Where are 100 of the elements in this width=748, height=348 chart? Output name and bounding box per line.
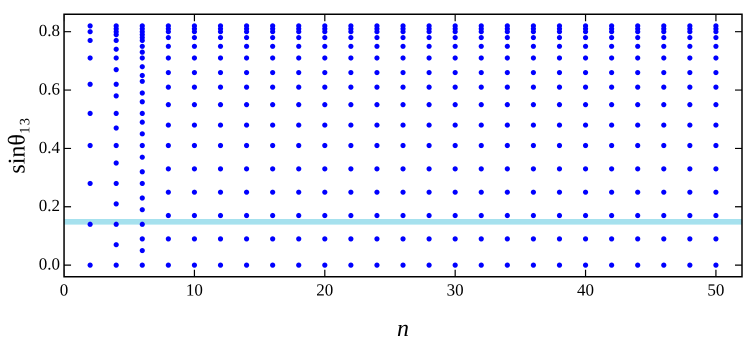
point	[322, 55, 328, 61]
point	[661, 166, 666, 172]
point	[452, 236, 458, 242]
x-tick-label: 20	[316, 280, 334, 300]
point	[582, 190, 588, 195]
point	[426, 84, 432, 90]
point	[426, 212, 432, 218]
point	[140, 207, 145, 212]
point	[687, 84, 692, 90]
point	[635, 236, 640, 242]
point	[661, 142, 666, 148]
point	[348, 44, 354, 49]
point	[348, 34, 354, 40]
point	[322, 102, 328, 108]
point	[530, 84, 536, 90]
point	[582, 262, 588, 268]
point	[114, 93, 119, 98]
point	[322, 212, 328, 218]
point	[713, 102, 719, 108]
point	[530, 55, 536, 61]
point	[218, 34, 224, 40]
point	[218, 190, 224, 195]
point	[192, 70, 198, 76]
point	[114, 110, 119, 116]
point	[114, 82, 119, 87]
point	[114, 222, 119, 227]
point	[713, 190, 719, 195]
point	[452, 190, 458, 195]
point	[140, 110, 145, 116]
point	[348, 262, 354, 268]
point	[713, 70, 719, 76]
point	[114, 180, 119, 186]
point	[114, 201, 119, 206]
point	[661, 122, 666, 128]
point	[192, 212, 198, 218]
point	[166, 142, 171, 148]
point	[400, 212, 406, 218]
point	[374, 236, 380, 242]
point	[140, 262, 145, 268]
point	[114, 262, 119, 268]
point	[348, 84, 354, 90]
point	[713, 55, 719, 61]
point	[322, 70, 328, 76]
point	[140, 222, 145, 227]
point	[556, 55, 562, 61]
point	[661, 34, 666, 40]
point	[530, 190, 536, 195]
point	[270, 190, 276, 195]
point	[270, 102, 276, 108]
point	[374, 55, 380, 61]
point	[635, 190, 640, 195]
point	[192, 55, 198, 61]
point	[218, 70, 224, 76]
x-tick-label: 30	[446, 280, 464, 300]
point	[478, 70, 484, 76]
point	[661, 55, 666, 61]
point	[530, 102, 536, 108]
point	[582, 236, 588, 242]
point	[140, 180, 145, 186]
point	[374, 212, 380, 218]
point	[713, 142, 719, 148]
point	[322, 84, 328, 90]
point	[166, 34, 171, 40]
point	[140, 72, 145, 78]
point	[687, 44, 692, 49]
point	[192, 166, 198, 172]
point	[140, 142, 145, 148]
point	[88, 82, 93, 87]
point	[244, 84, 250, 90]
point	[609, 212, 614, 218]
point	[530, 262, 536, 268]
point	[140, 99, 145, 104]
point	[88, 222, 93, 227]
point	[661, 212, 666, 218]
point	[426, 190, 432, 195]
point	[556, 236, 562, 242]
point	[400, 84, 406, 90]
point	[556, 70, 562, 76]
point	[166, 44, 171, 49]
point	[114, 160, 119, 166]
point	[374, 44, 380, 49]
point	[556, 34, 562, 40]
point	[504, 122, 510, 128]
point	[687, 55, 692, 61]
point	[687, 262, 692, 268]
point	[244, 44, 250, 49]
point	[348, 190, 354, 195]
point	[635, 102, 640, 108]
point	[582, 84, 588, 90]
point	[609, 190, 614, 195]
point	[687, 236, 692, 242]
point	[296, 34, 302, 40]
point	[166, 70, 171, 76]
point	[166, 190, 171, 195]
point	[88, 29, 93, 34]
point	[609, 142, 614, 148]
y-axis-title: sinθ₁₃	[4, 117, 31, 174]
point	[504, 212, 510, 218]
point	[582, 55, 588, 61]
point	[270, 84, 276, 90]
